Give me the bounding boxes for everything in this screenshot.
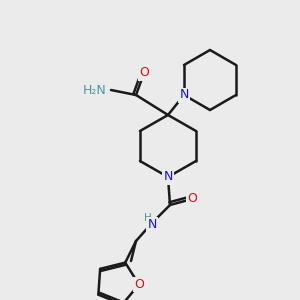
Text: N: N xyxy=(179,88,189,101)
Text: O: O xyxy=(139,67,149,80)
Text: O: O xyxy=(187,193,197,206)
Text: O: O xyxy=(134,278,144,291)
Text: N: N xyxy=(147,218,157,230)
Text: N: N xyxy=(163,170,173,184)
Text: H: H xyxy=(144,213,152,223)
Text: H₂N: H₂N xyxy=(82,83,106,97)
